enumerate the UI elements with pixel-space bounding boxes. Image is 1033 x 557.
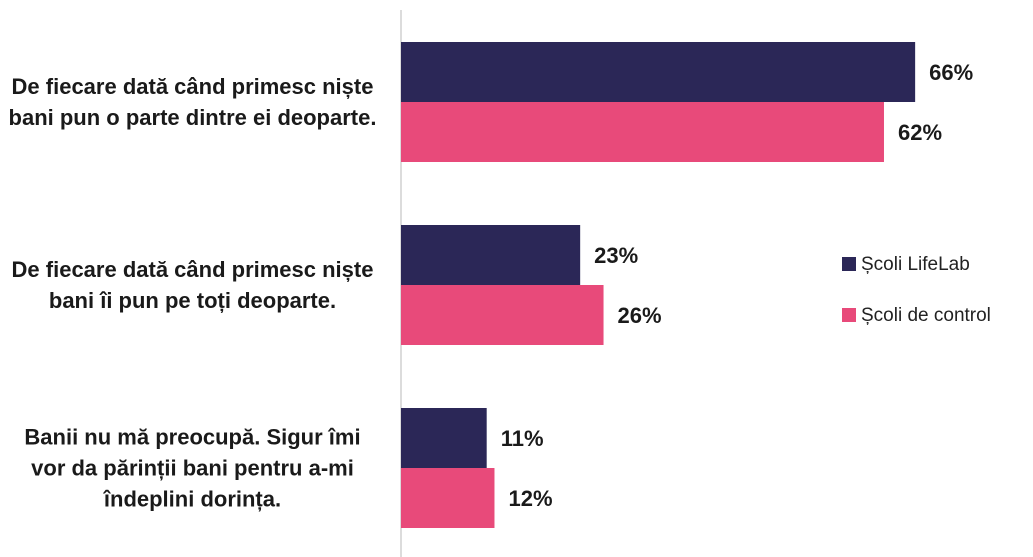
- bar: [401, 225, 581, 285]
- legend-swatch: [842, 257, 856, 271]
- bar: [401, 468, 495, 528]
- bar: [401, 408, 487, 468]
- bar: [401, 285, 604, 345]
- bar: [401, 42, 916, 102]
- value-label: 26%: [618, 303, 662, 328]
- category-label: De fiecare dată când primesc niște bani …: [11, 257, 374, 313]
- bar: [401, 102, 884, 162]
- category-label: De fiecare dată când primesc niște bani …: [8, 74, 377, 130]
- value-label: 66%: [929, 60, 973, 85]
- legend-swatch: [842, 308, 856, 322]
- legend-label: Școli de control: [861, 305, 991, 326]
- value-label: 23%: [594, 243, 638, 268]
- value-label: 11%: [501, 426, 544, 451]
- value-label: 62%: [898, 120, 942, 145]
- value-label: 12%: [508, 486, 552, 511]
- category-label: Banii nu mă preocupă. Sigur îmi vor da p…: [24, 424, 361, 512]
- legend-label: Școli LifeLab: [861, 254, 970, 275]
